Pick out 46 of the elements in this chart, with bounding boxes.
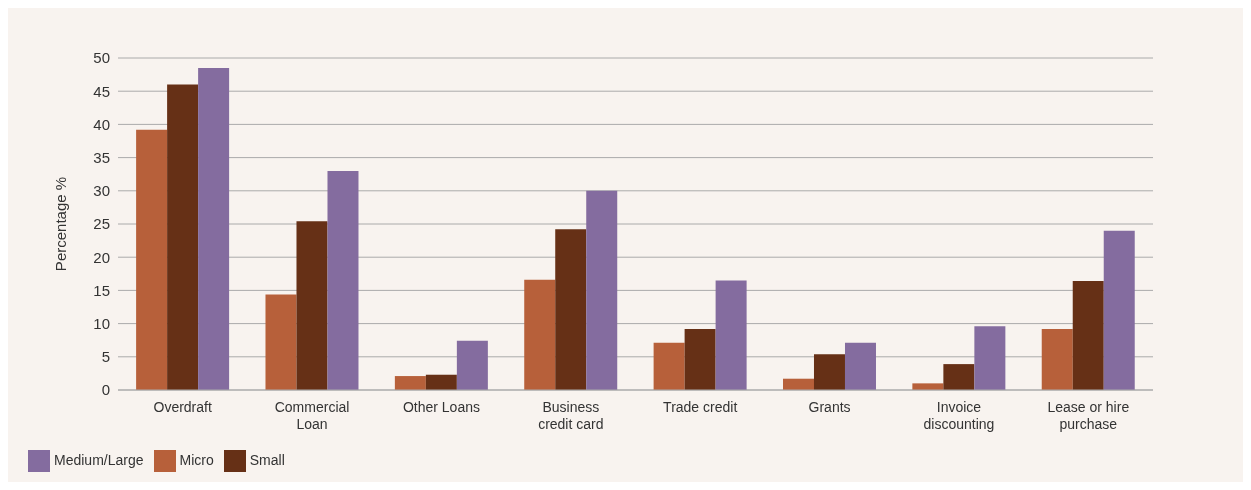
x-tick-label: Other Loans (402, 399, 480, 415)
bar (943, 364, 975, 390)
bar (844, 342, 876, 390)
y-tick-label: 35 (93, 148, 110, 166)
y-tick-label: 30 (93, 182, 110, 200)
y-tick-label: 10 (93, 314, 110, 332)
bar (1072, 281, 1104, 390)
bar (1103, 230, 1135, 390)
bar (974, 326, 1006, 390)
bar (425, 374, 457, 390)
bar (198, 67, 230, 390)
x-tick-label: Business credit card (538, 399, 604, 432)
y-tick-label: 40 (93, 115, 110, 133)
x-tick-label: Grants (808, 399, 851, 415)
y-tick-label: 25 (93, 215, 110, 233)
legend-label: Small (249, 451, 285, 468)
bar (1041, 328, 1073, 390)
bar (653, 342, 685, 390)
bar (327, 170, 359, 390)
legend-label: Micro (179, 451, 214, 468)
bar (555, 229, 587, 390)
y-tick-label: 5 (101, 348, 110, 366)
y-tick-label: 20 (93, 248, 110, 266)
y-axis-title: Percentage % (52, 176, 70, 272)
bar (456, 340, 488, 390)
bar (265, 294, 297, 390)
bar (813, 354, 845, 390)
y-tick-label: 50 (93, 49, 110, 67)
y-tick-label: 0 (101, 381, 110, 399)
bar (167, 84, 199, 390)
bar (912, 383, 944, 390)
bar (524, 279, 556, 390)
bar (586, 190, 618, 390)
y-tick-label: 45 (93, 82, 110, 100)
y-tick-label: 15 (93, 281, 110, 299)
x-tick-label: Lease or hire purchase (1047, 399, 1130, 432)
bar (684, 328, 716, 390)
x-tick-label: Invoice discounting (923, 399, 995, 432)
bar (136, 129, 168, 390)
bar (296, 221, 328, 390)
legend-label: Medium/Large (54, 451, 144, 468)
x-tick-label: Overdraft (153, 399, 212, 415)
bar (715, 280, 747, 390)
x-tick-label: Trade credit (663, 399, 738, 415)
bar (394, 376, 426, 390)
x-tick-label: Commercial Loan (274, 399, 350, 432)
